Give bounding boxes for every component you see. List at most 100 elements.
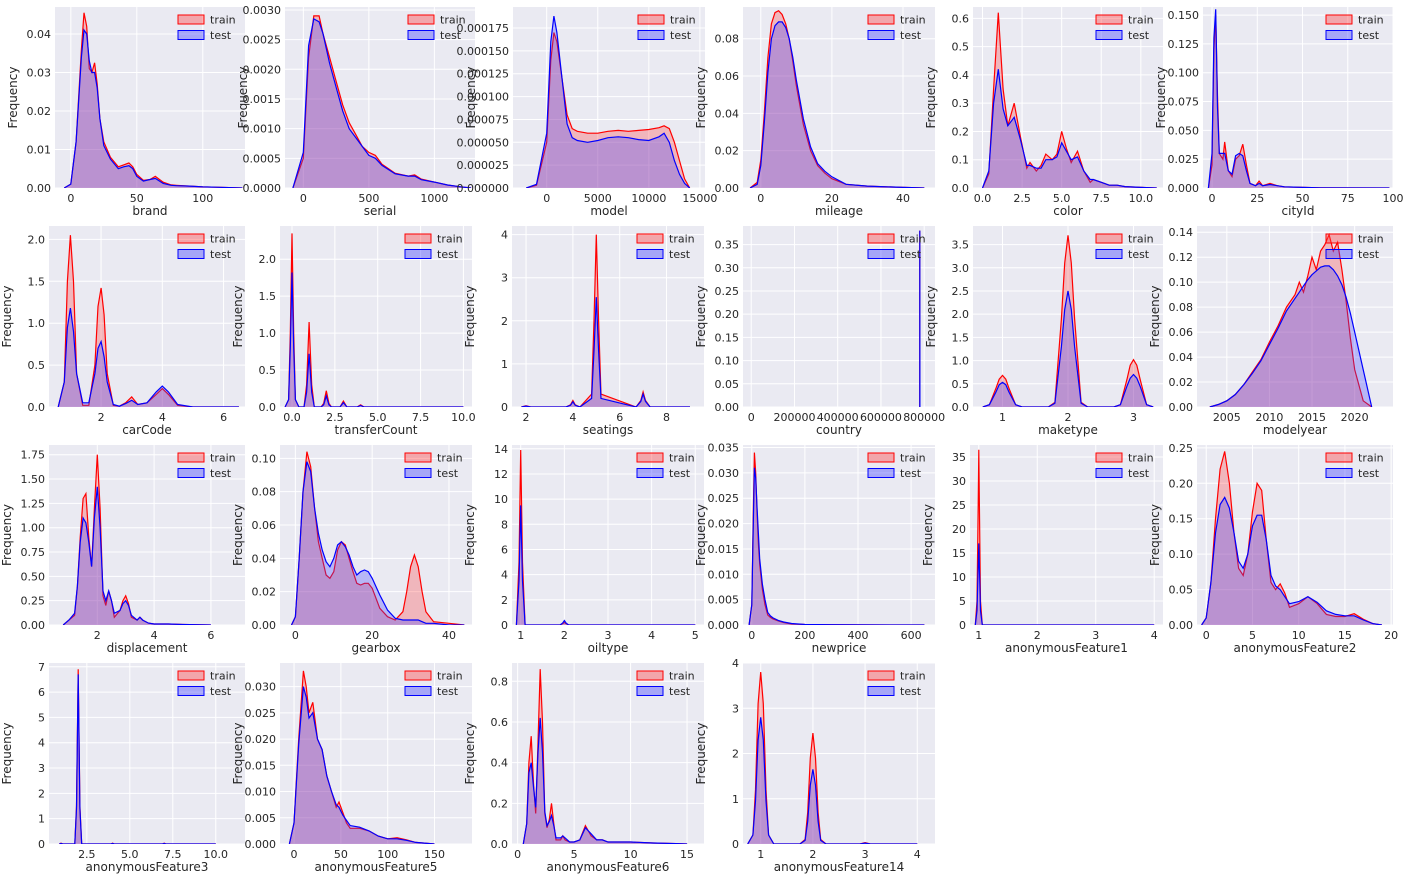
density-line-test	[62, 486, 211, 625]
x-tick-label: 5	[571, 848, 578, 861]
density-area-test	[63, 486, 211, 625]
legend-swatch-test	[636, 249, 664, 259]
density-area-train	[982, 12, 1157, 188]
y-tick-label: 0.00	[1169, 619, 1194, 632]
y-axis-label: Frequency	[231, 723, 245, 785]
legend-swatch-train	[867, 233, 895, 244]
legend-label-train: train	[210, 670, 236, 683]
density-line-train	[747, 671, 918, 844]
x-tick-label: 20	[825, 192, 839, 205]
x-tick-label: 5	[1249, 629, 1256, 642]
y-axis-label: Frequency	[463, 504, 477, 566]
y-tick-label: 0.02	[1169, 376, 1194, 389]
x-axis-label: displacement	[107, 641, 188, 655]
series-group	[288, 670, 435, 844]
y-axis-label: Frequency	[236, 67, 250, 129]
subplot-displacement: 2 4 6 0.00 0.25 0.50 0.75 1.00 1.25 1.50 1.75 displ…	[0, 445, 245, 655]
y-tick-label: 1	[501, 358, 508, 371]
x-axis-label: mileage	[815, 204, 863, 218]
plot-area	[1197, 445, 1393, 625]
x-axis-label: cityId	[1282, 204, 1315, 218]
legend-label-train: train	[437, 452, 463, 465]
x-tick-label: 8	[663, 411, 670, 424]
density-area-train	[292, 15, 472, 188]
x-tick-label: 2.5	[78, 848, 96, 861]
y-axis-label: Frequency	[0, 723, 14, 785]
density-line-train	[57, 235, 239, 407]
y-tick-label: 2	[732, 748, 739, 761]
y-axis-label: Frequency	[6, 67, 20, 129]
legend-label-test: test	[900, 29, 922, 42]
y-axis-label: Frequency	[464, 67, 478, 129]
x-tick-label: 800000	[903, 411, 945, 424]
x-axis-label: model	[590, 204, 627, 218]
x-tick-label: 0	[291, 848, 298, 861]
subplot-anonymousFeature3: 2.5 5.0 7.5 10.0 0 1 2 3 4 5 6 7 anonymousFeature3 Fr…	[0, 661, 245, 874]
subplot-seatings: 2 4 6 8 0 1 2 3 4 seatings Frequency train test	[463, 226, 704, 437]
plot-area	[970, 445, 1163, 625]
y-tick-label: 0.03	[27, 66, 52, 79]
legend: train test	[1325, 14, 1384, 42]
x-axis-label: transferCount	[334, 423, 417, 437]
y-tick-label: 0.50	[21, 570, 46, 583]
density-line-test	[57, 308, 239, 407]
y-tick-label: 0.5	[952, 378, 970, 391]
density-area-test	[292, 18, 472, 188]
legend-label-test: test	[210, 685, 232, 698]
y-tick-label: 2.5	[952, 285, 970, 298]
y-tick-label: 6	[38, 686, 45, 699]
density-area-test	[291, 461, 465, 625]
x-tick-label: 10.0	[204, 848, 229, 861]
series-group	[59, 669, 216, 844]
y-tick-label: 0.20	[715, 308, 740, 321]
plot-area	[1197, 226, 1393, 407]
series-group	[748, 452, 925, 625]
y-tick-label: 20	[952, 523, 966, 536]
y-tick-label: 5	[38, 711, 45, 724]
density-area-train	[63, 454, 211, 625]
density-line-test	[522, 717, 688, 844]
legend-label-train: train	[210, 233, 236, 246]
density-area-test	[526, 16, 690, 188]
x-tick-label: 2	[98, 411, 105, 424]
y-tick-label: 0.000025	[457, 159, 510, 172]
series-group	[1207, 9, 1390, 188]
y-tick-label: 0.14	[1169, 226, 1194, 239]
x-tick-label: 5.0	[121, 848, 139, 861]
y-tick-label: 0.035	[708, 442, 740, 455]
legend-swatch-train	[1325, 14, 1353, 25]
y-tick-label: 0.10	[1169, 548, 1194, 561]
y-tick-label: 0.000125	[457, 68, 510, 81]
legend-swatch-test	[177, 686, 205, 696]
x-tick-label: 7.5	[164, 848, 182, 861]
y-tick-label: 0.000	[1168, 182, 1200, 195]
legend-swatch-test	[177, 468, 205, 478]
y-tick-label: 0.25	[21, 595, 46, 608]
legend-label-test: test	[210, 248, 232, 261]
y-tick-label: 0.08	[715, 33, 740, 46]
x-tick-label: 3	[605, 629, 612, 642]
legend-label-train: train	[669, 670, 695, 683]
x-tick-label: 2	[809, 848, 816, 861]
legend-swatch-train	[1095, 233, 1123, 244]
y-tick-label: 6	[501, 543, 508, 556]
y-tick-label: 8	[501, 518, 508, 531]
legend: train test	[636, 452, 695, 480]
x-axis-label: anonymousFeature1	[1005, 641, 1128, 655]
y-tick-label: 0.0005	[243, 152, 282, 165]
legend: train test	[1325, 233, 1384, 261]
density-line-test	[63, 28, 243, 188]
legend-label-test: test	[1358, 467, 1380, 480]
y-tick-label: 0	[732, 838, 739, 851]
x-tick-label: 0	[1203, 629, 1210, 642]
legend-swatch-train	[867, 670, 895, 681]
y-axis-label: Frequency	[0, 286, 14, 348]
x-tick-label: 20	[365, 629, 379, 642]
y-tick-label: 0.05	[715, 378, 740, 391]
legend-swatch-train	[404, 233, 432, 244]
y-tick-label: 0.010	[245, 786, 277, 799]
y-tick-label: 0.015	[708, 543, 740, 556]
legend-swatch-train	[1325, 452, 1353, 463]
y-tick-label: 0.030	[245, 681, 277, 694]
x-tick-label: 10	[1292, 629, 1306, 642]
